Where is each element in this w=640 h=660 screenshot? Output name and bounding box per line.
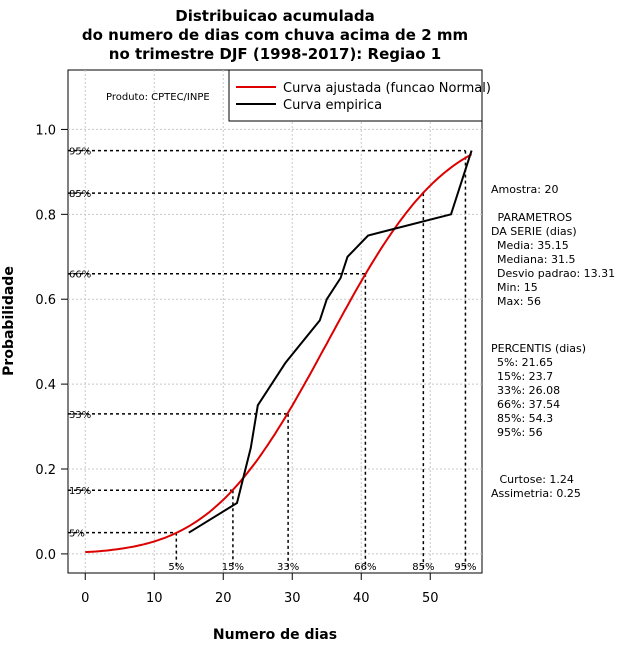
percentile-guide-label-y-0: 5% [69, 529, 85, 540]
x-tick-label-2: 20 [215, 591, 232, 606]
axes: 0 10 20 30 40 50 0.0 0.2 0.4 0.6 0.8 1.0 [35, 123, 438, 606]
y-tick-label-3: 0.6 [35, 293, 56, 308]
percentile-guide-label-x-0: 5% [168, 562, 184, 573]
percentile-guide-label-x-1: 15% [222, 562, 244, 573]
x-tick-label-1: 10 [146, 591, 163, 606]
chart-title-line-2: do numero de dias com chuva acima de 2 m… [82, 26, 468, 44]
percentil-95: 95%: 56 [497, 426, 543, 439]
x-tick-label-0: 0 [81, 591, 89, 606]
x-tick-label-5: 50 [422, 591, 439, 606]
chart-title-line-3: no trimestre DJF (1998-2017): Regiao 1 [109, 45, 441, 63]
param-max: Max: 56 [497, 295, 541, 308]
parameters-title-2: DA SERIE (dias) [491, 225, 577, 238]
curves [85, 150, 473, 554]
chart-title-line-1: Distribuicao acumulada [175, 7, 374, 25]
percentile-guide-label-x-5: 95% [454, 562, 476, 573]
percentile-guide-label-x-4: 85% [412, 562, 434, 573]
product-label: Produto: CPTEC/INPE [106, 92, 210, 103]
percentil-15: 15%: 23.7 [497, 370, 553, 383]
percentile-guide-label-y-3: 66% [69, 270, 91, 281]
y-tick-label-2: 0.4 [35, 378, 56, 393]
x-tick-label-3: 30 [284, 591, 301, 606]
percentil-33: 33%: 26.08 [497, 384, 560, 397]
statistics-panel: Amostra: 20 PARAMETROS DA SERIE (dias) M… [491, 183, 615, 500]
percentile-guide-label-y-2: 33% [69, 410, 91, 421]
y-tick-label-0: 0.0 [35, 548, 56, 563]
x-tick-label-4: 40 [353, 591, 370, 606]
percentil-5: 5%: 21.65 [497, 356, 553, 369]
grid [68, 70, 482, 573]
percentile-guide-label-y-5: 95% [69, 147, 91, 158]
percentile-guide-label-y-4: 85% [69, 189, 91, 200]
param-mediana: Mediana: 31.5 [497, 253, 575, 266]
percentil-85: 85%: 54.3 [497, 412, 553, 425]
y-axis-title: Probabilidade [1, 266, 17, 376]
param-min: Min: 15 [497, 281, 538, 294]
normal-fit-curve [85, 153, 473, 554]
param-media: Media: 35.15 [497, 239, 569, 252]
plot-frame [67, 69, 483, 574]
legend-label-fit: Curva ajustada (funcao Normal) [283, 81, 491, 96]
kurtosis: Curtose: 1.24 [496, 473, 574, 486]
y-tick-label-1: 0.2 [35, 463, 56, 478]
y-tick-label-4: 0.8 [35, 208, 56, 223]
sample-size: Amostra: 20 [491, 183, 558, 196]
percentile-guide-label-y-1: 15% [69, 486, 91, 497]
param-desvio: Desvio padrao: 13.31 [497, 267, 615, 280]
x-axis-title: Numero de dias [213, 627, 337, 643]
y-tick-label-5: 1.0 [35, 123, 56, 138]
percentile-guides: 5% 5% 15% 15% 33% 33% 66% 66% 85% 85% 95% 95% [68, 147, 477, 573]
percentile-guide-label-x-2: 33% [277, 562, 299, 573]
empirical-curve [188, 150, 473, 534]
percentile-guide-label-x-3: 66% [354, 562, 376, 573]
skewness: Assimetria: 0.25 [491, 487, 581, 500]
percentis-title: PERCENTIS (dias) [491, 342, 586, 355]
legend-box [228, 69, 483, 122]
legend: Curva ajustada (funcao Normal) Curva emp… [228, 69, 491, 122]
percentil-66: 66%: 37.54 [497, 398, 560, 411]
parameters-title-1: PARAMETROS [494, 211, 572, 224]
legend-label-empirical: Curva empirica [283, 98, 382, 113]
